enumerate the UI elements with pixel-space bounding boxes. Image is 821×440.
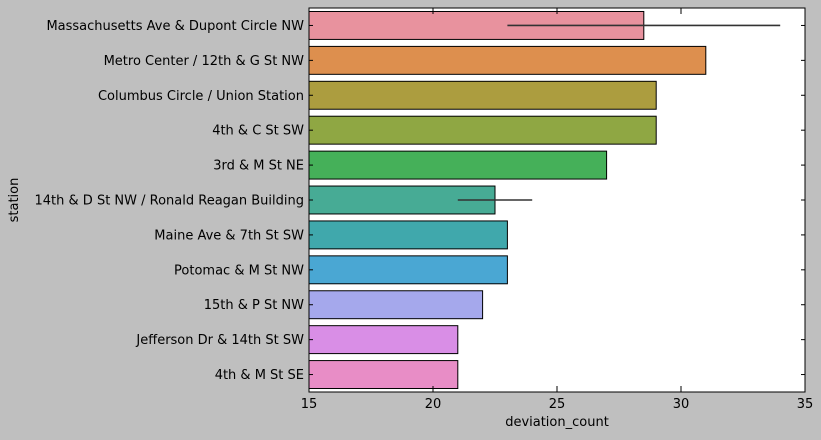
- bar: [308, 325, 459, 355]
- bar: [308, 220, 508, 250]
- y-tick-label: Columbus Circle / Union Station: [98, 89, 304, 104]
- y-tick-label: 4th & M St SE: [215, 368, 304, 383]
- x-tick-label: 35: [797, 397, 814, 412]
- bar: [308, 360, 459, 390]
- x-axis-label: deviation_count: [505, 415, 609, 430]
- bar: [308, 290, 484, 320]
- y-axis-label: station: [7, 178, 22, 223]
- plot-frame: [308, 7, 806, 393]
- bar: [308, 45, 707, 75]
- axis-labels: Massachusetts Ave & Dupont Circle NW Metr…: [35, 19, 814, 412]
- y-tick-label: Massachusetts Ave & Dupont Circle NW: [46, 19, 304, 34]
- y-tick-label: Jefferson Dr & 14th St SW: [135, 333, 304, 348]
- x-tick-label: 20: [425, 397, 442, 412]
- bar: [308, 150, 608, 180]
- y-tick-label: 3rd & M St NE: [213, 159, 304, 174]
- y-tick-label: 14th & D St NW / Ronald Reagan Building: [35, 194, 304, 209]
- y-tick-label: 15th & P St NW: [204, 298, 304, 313]
- y-tick-label: Maine Ave & 7th St SW: [154, 228, 304, 243]
- bar: [308, 115, 657, 145]
- x-tick-label: 30: [673, 397, 690, 412]
- y-tick-label: Metro Center / 12th & G St NW: [104, 54, 305, 69]
- y-tick-label: Potomac & M St NW: [174, 263, 304, 278]
- bars: [308, 10, 707, 390]
- error-bars: [457, 24, 781, 201]
- y-tick-label: 4th & C St SW: [212, 124, 304, 139]
- x-tick-label: 15: [301, 397, 318, 412]
- bar: [308, 255, 508, 285]
- bar: [308, 80, 657, 110]
- x-tick-label: 25: [549, 397, 566, 412]
